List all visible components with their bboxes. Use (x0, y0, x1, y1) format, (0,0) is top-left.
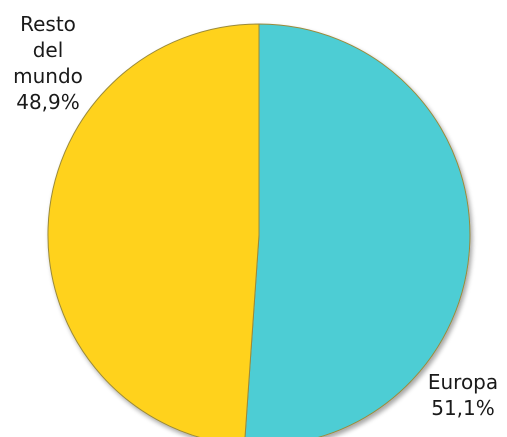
pie-slices (47, 23, 471, 437)
slice-label-line: del (33, 38, 64, 62)
pie-slice-resto-del-mundo (47, 23, 260, 437)
slice-label-line: Europa (428, 370, 498, 394)
slice-label-line: Resto (20, 12, 76, 36)
slice-label-resto-del-mundo: Resto del mundo 48,9% (13, 12, 83, 114)
slice-label-line: 48,9% (16, 90, 80, 114)
slice-label-line: mundo (13, 64, 83, 88)
pie-labels: Europa 51,1% Resto del mundo 48,9% (13, 12, 498, 420)
pie-slice-europa (244, 23, 471, 437)
slice-label-line: 51,1% (431, 396, 495, 420)
slice-label-europa: Europa 51,1% (428, 370, 498, 420)
